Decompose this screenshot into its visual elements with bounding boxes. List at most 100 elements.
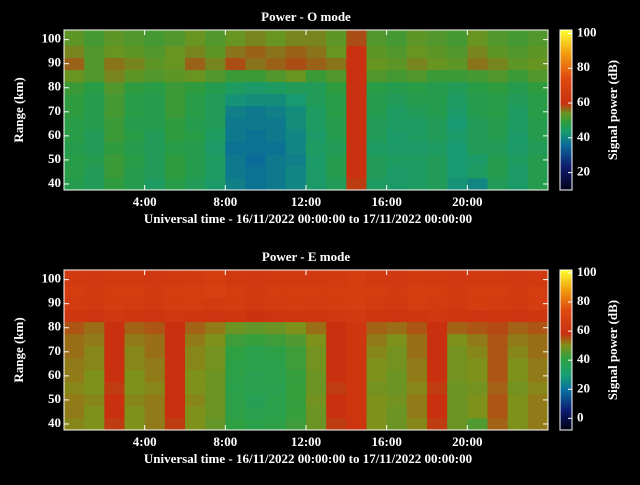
heatmap-cell	[366, 81, 388, 95]
heatmap-cell	[386, 105, 408, 119]
heatmap-cell	[104, 81, 125, 95]
heatmap-cell	[265, 105, 287, 119]
heatmap-cell	[346, 30, 367, 47]
heatmap-cell	[225, 117, 246, 131]
heatmap-cell	[104, 309, 125, 323]
heatmap-cell	[124, 285, 146, 299]
heatmap-cell	[427, 177, 448, 191]
heatmap-cell	[124, 393, 146, 407]
colorbar-tick-label: 60	[577, 322, 590, 337]
heatmap-cell	[447, 93, 468, 107]
heatmap-cell	[346, 129, 367, 143]
heatmap-cell	[245, 285, 267, 299]
colorbar-tick-label: 0	[577, 409, 584, 424]
heatmap-cell	[427, 270, 448, 287]
heatmap-cell	[225, 369, 246, 383]
y-tick-label: 70	[48, 103, 61, 118]
y-tick-label: 70	[48, 343, 61, 358]
heatmap-cell	[225, 405, 246, 419]
heatmap-cell	[265, 57, 287, 71]
heatmap-cell	[84, 93, 105, 107]
heatmap-cell	[64, 57, 85, 71]
heatmap-cell	[386, 393, 408, 407]
heatmap-cell	[245, 393, 267, 407]
heatmap-cell	[144, 45, 166, 59]
heatmap-cell	[326, 69, 347, 83]
heatmap-cell	[447, 141, 468, 155]
heatmap-cell	[164, 345, 186, 359]
x-tick-label: 4:00	[133, 434, 157, 449]
heatmap-cell	[84, 405, 105, 419]
heatmap-cell	[487, 45, 509, 59]
heatmap-cell	[185, 93, 206, 107]
x-axis-label: Universal time - 16/11/2022 00:00:00 to …	[144, 451, 472, 466]
heatmap-cell	[447, 117, 468, 131]
heatmap-cell	[164, 165, 186, 179]
heatmap-cell	[265, 405, 287, 419]
heatmap-cell	[265, 345, 287, 359]
heatmap-cell	[265, 297, 287, 311]
heatmap-cell	[406, 270, 428, 287]
heatmap-cell	[487, 93, 509, 107]
heatmap-cell	[285, 405, 307, 419]
heatmap-cell	[144, 417, 166, 431]
heatmap-cell	[467, 117, 488, 131]
heatmap-cell	[185, 309, 206, 323]
heatmap-cell	[386, 345, 408, 359]
heatmap-cell	[245, 81, 267, 95]
heatmap-cell	[346, 321, 367, 335]
heatmap-cell	[527, 57, 549, 71]
colorbar	[559, 269, 573, 431]
heatmap-cell	[265, 69, 287, 83]
heatmap-cell	[386, 57, 408, 71]
heatmap-cell	[406, 309, 428, 323]
heatmap-cell	[366, 297, 388, 311]
heatmap-cell	[467, 105, 488, 119]
heatmap-cell	[447, 105, 468, 119]
heatmap-cell	[225, 129, 246, 143]
heatmap-cell	[306, 297, 327, 311]
heatmap-cell	[326, 165, 347, 179]
heatmap-cell	[245, 381, 267, 395]
heatmap-cell	[406, 141, 428, 155]
heatmap-cell	[185, 141, 206, 155]
heatmap-cell	[104, 45, 125, 59]
heatmap-cell	[144, 309, 166, 323]
x-tick-label: 12:00	[291, 434, 321, 449]
heatmap-cell	[144, 81, 166, 95]
heatmap-cell	[406, 417, 428, 431]
heatmap-cell	[124, 345, 146, 359]
heatmap-cell	[487, 357, 509, 371]
heatmap-cell	[527, 381, 549, 395]
heatmap-cell	[185, 69, 206, 83]
heatmap-cell	[84, 165, 105, 179]
heatmap-cell	[306, 165, 327, 179]
heatmap-cell	[104, 141, 125, 155]
x-tick-label: 4:00	[133, 194, 157, 209]
heatmap-cell	[447, 369, 468, 383]
heatmap-cell	[487, 165, 509, 179]
heatmap-cell	[205, 345, 226, 359]
colorbar-tick-label: 40	[577, 351, 590, 366]
heatmap-cell	[487, 141, 509, 155]
heatmap-cell	[346, 93, 367, 107]
heatmap-cell	[285, 93, 307, 107]
heatmap-cell	[366, 309, 388, 323]
heatmap-cell	[386, 165, 408, 179]
heatmap-cell	[84, 45, 105, 59]
heatmap-cell	[346, 117, 367, 131]
heatmap-cell	[225, 357, 246, 371]
heatmap-cell	[164, 129, 186, 143]
heatmap-cell	[245, 321, 267, 335]
heatmap-cell	[205, 30, 226, 47]
heatmap-cell	[507, 285, 529, 299]
heatmap-cell	[467, 285, 488, 299]
heatmap-cell	[84, 369, 105, 383]
heatmap-cell	[427, 345, 448, 359]
heatmap-cell	[487, 321, 509, 335]
heatmap-cell	[144, 57, 166, 71]
heatmap-cell	[245, 117, 267, 131]
heatmap-cell	[265, 177, 287, 191]
heatmap-cell	[84, 153, 105, 167]
heatmap-cell	[306, 129, 327, 143]
